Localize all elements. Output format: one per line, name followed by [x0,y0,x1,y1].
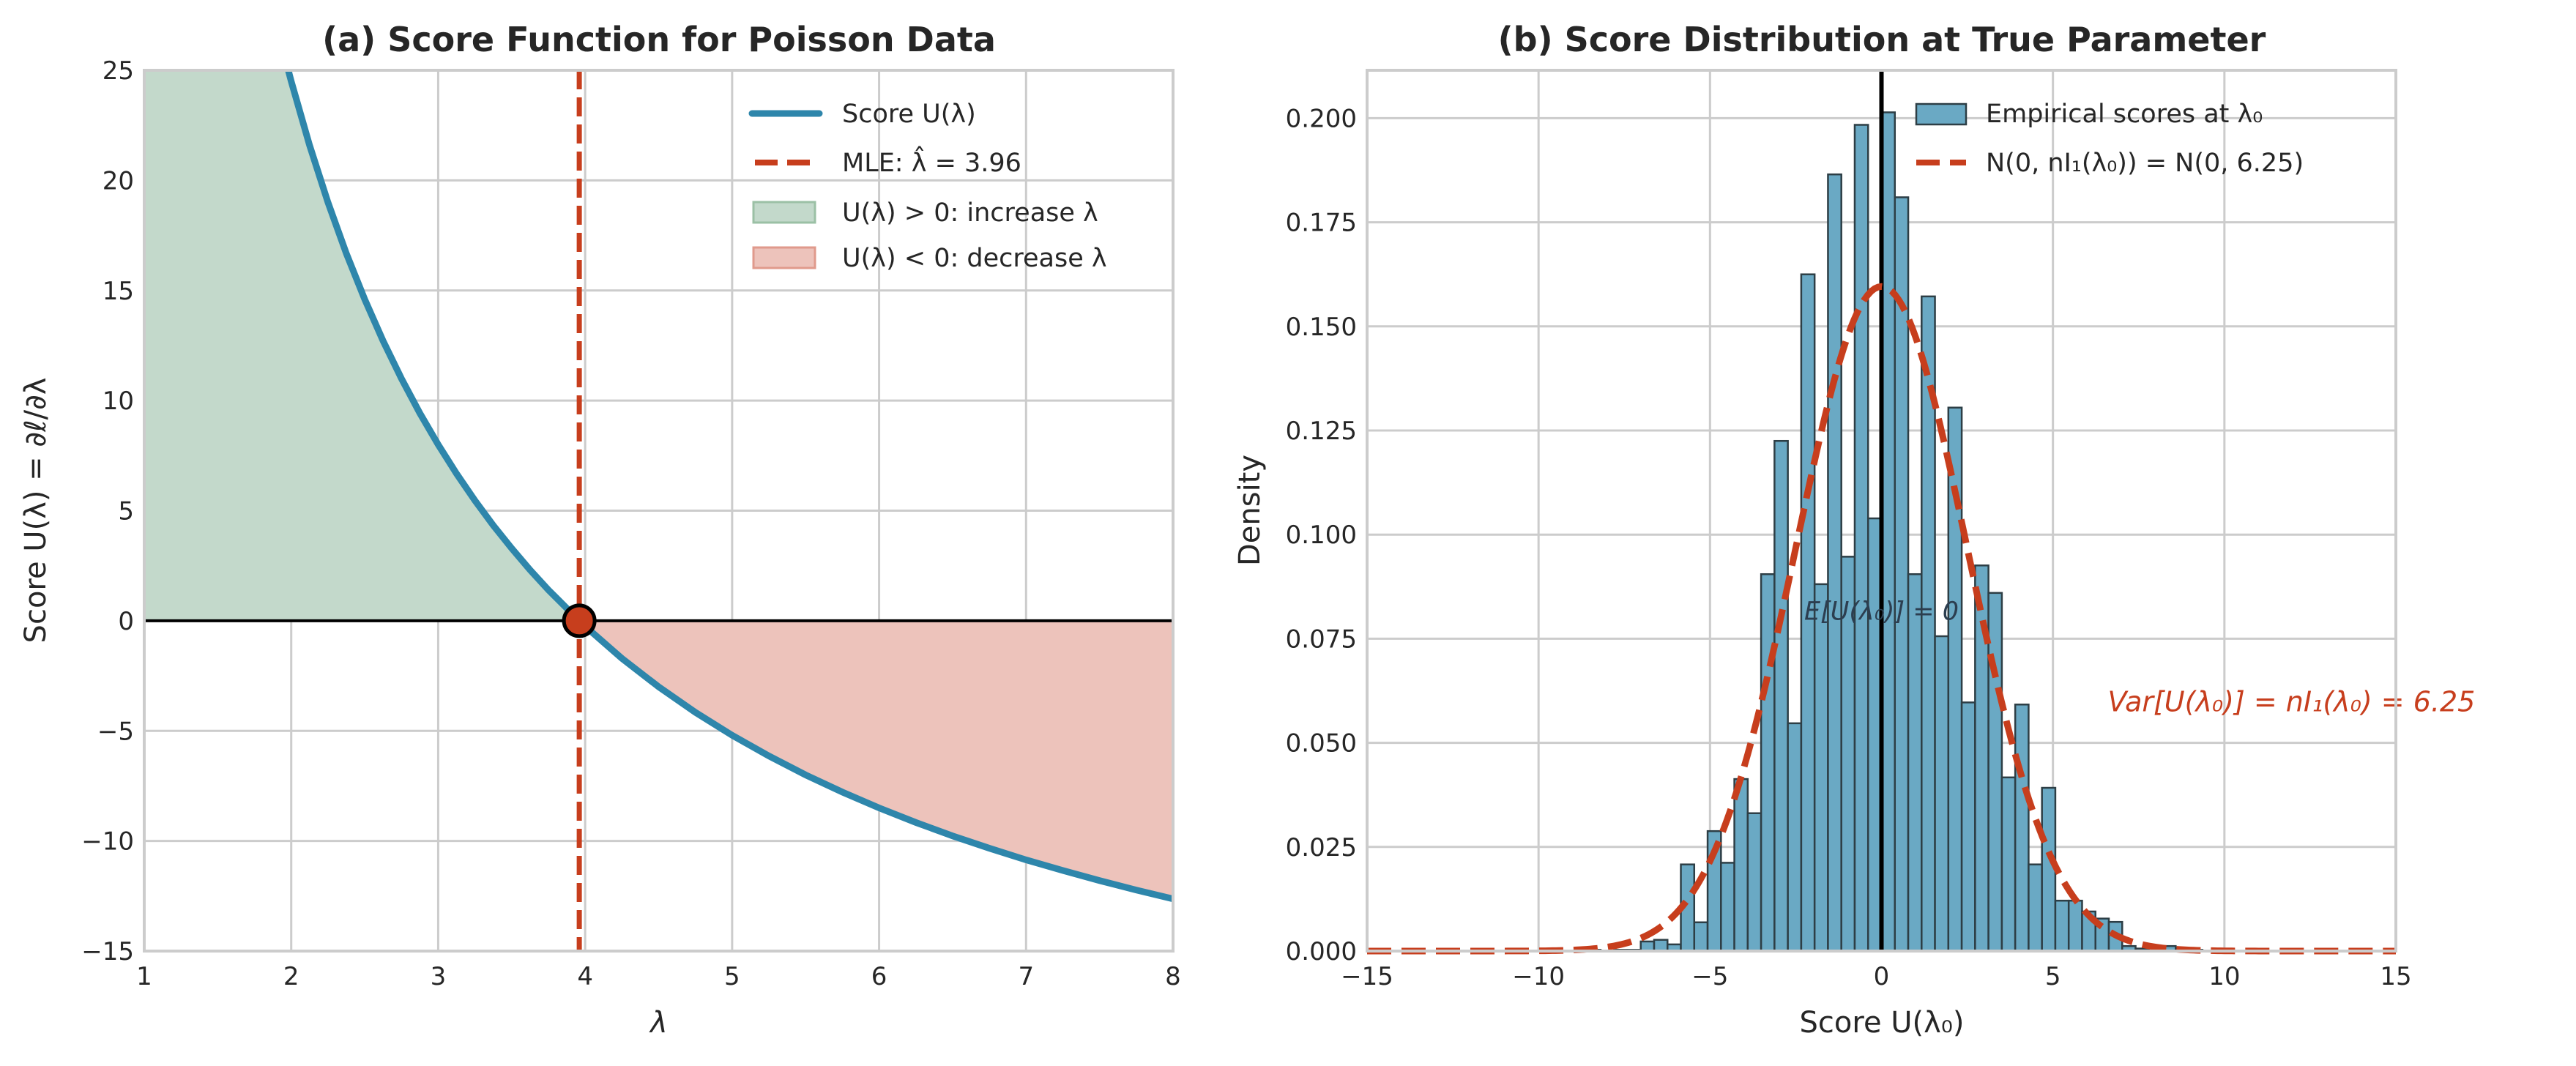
y-tick-label: 15 [103,277,134,306]
x-tick-label: 4 [577,962,593,991]
x-tick-label: 2 [283,962,299,991]
panel-a-ylabel: Score U(λ) = ∂ℓ/∂λ [19,378,53,644]
y-tick-label: 0.100 [1286,521,1357,550]
y-tick-label: 0.150 [1286,313,1357,342]
panel-b-ylabel: Density [1233,455,1267,566]
y-tick-label: 0.025 [1286,833,1357,862]
panel-b-title: (b) Score Distribution at True Parameter [1498,20,2266,59]
histogram-bar [1773,439,1789,953]
mean-annotation: E[U(λ₀)] = 0 [1804,597,1959,627]
x-tick-label: 7 [1018,962,1034,991]
y-tick-label: 0.050 [1286,729,1357,758]
histogram-bar [1760,573,1776,953]
legend-swatch-negative [752,246,816,269]
y-tick-label: 0 [118,607,134,636]
histogram-bar [2000,776,2017,953]
y-tick-label: 25 [103,56,134,86]
panel-a-xlabel: λ [649,1006,668,1040]
panel-a-title: (a) Score Function for Poisson Data [322,20,996,59]
plot-area: E[U(λ₀)] = 0 Var[U(λ₀)] = nI₁(λ₀) = 6.25 [1367,70,2476,955]
x-tick-label: 15 [2380,962,2411,991]
histogram-bar [2067,899,2083,953]
x-tick-label: 1 [136,962,152,991]
histogram-bar [2041,786,2057,953]
y-tick-label: 0.200 [1286,104,1357,133]
x-tick-label: −10 [1512,962,1565,991]
histogram-bar [1787,722,1803,953]
x-tick-label: 0 [1874,962,1890,991]
histogram-bar [1853,124,1869,953]
panel-score-function: (a) Score Function for Poisson Data λ Sc… [19,20,1181,1040]
histogram-bar [1693,921,1709,953]
legend-label: Score U(λ) [842,100,976,129]
x-tick-label: 8 [1165,962,1181,991]
y-tick-label: −5 [97,717,134,746]
histogram-bar [1653,939,1669,953]
plot-area [144,70,1173,951]
legend-label: U(λ) > 0: increase λ [842,198,1098,228]
y-tick-label: 10 [103,387,134,416]
y-tick-label: 20 [103,166,134,195]
x-tick-label: 3 [431,962,447,991]
histogram-bar [1813,583,1829,953]
histogram-bar [1960,701,1976,953]
legend-label: MLE: λ̂ = 3.96 [842,146,1021,178]
x-tick-label: 5 [724,962,740,991]
histogram-bar [1733,778,1749,953]
negative-score-region [579,620,1173,899]
y-tick-label: −10 [81,827,134,857]
y-tick-label: 0.000 [1286,937,1357,966]
histogram-bar [2054,899,2070,953]
y-tick-label: 5 [118,497,134,526]
variance-annotation: Var[U(λ₀)] = nI₁(λ₀) = 6.25 [2108,686,2476,718]
x-tick-label: −5 [1691,962,1728,991]
y-tick-label: 0.175 [1286,209,1357,238]
panel-score-distribution: (b) Score Distribution at True Parameter… [1233,20,2475,1040]
histogram-bar [1987,592,2003,953]
axes-frame [143,69,1175,953]
legend-label: N(0, nI₁(λ₀)) = N(0, 6.25) [1986,149,2304,178]
mle-point [562,603,597,638]
histogram-bar [1720,862,1735,953]
x-tick-label: 6 [871,962,887,991]
y-tick-label: −15 [81,937,134,966]
axes-frame [1366,69,2397,953]
x-tick-label: 5 [2045,962,2061,991]
legend: Score U(λ) MLE: λ̂ = 3.96 U(λ) > 0: increa… [748,100,1107,273]
y-tick-label: 0.075 [1286,625,1357,654]
histogram-bar [2028,863,2043,953]
legend-label: Empirical scores at λ₀ [1986,100,2263,129]
x-tick-label: −15 [1341,962,1393,991]
legend-label: U(λ) < 0: decrease λ [842,244,1107,273]
histogram-bar [1907,573,1923,953]
legend: Empirical scores at λ₀ N(0, nI₁(λ₀)) = N(… [1915,100,2304,178]
histogram-bar [1746,812,1762,953]
histogram-bar [1934,635,1950,953]
y-tick-label: 0.125 [1286,417,1357,446]
positive-score-region [144,70,580,621]
legend-swatch-histogram [1915,102,1968,126]
legend-swatch-positive [752,201,816,224]
panel-b-xlabel: Score U(λ₀) [1800,1006,1965,1040]
histogram-bar [1827,173,1842,953]
histogram-bar [2014,704,2030,953]
x-tick-label: 10 [2208,962,2240,991]
